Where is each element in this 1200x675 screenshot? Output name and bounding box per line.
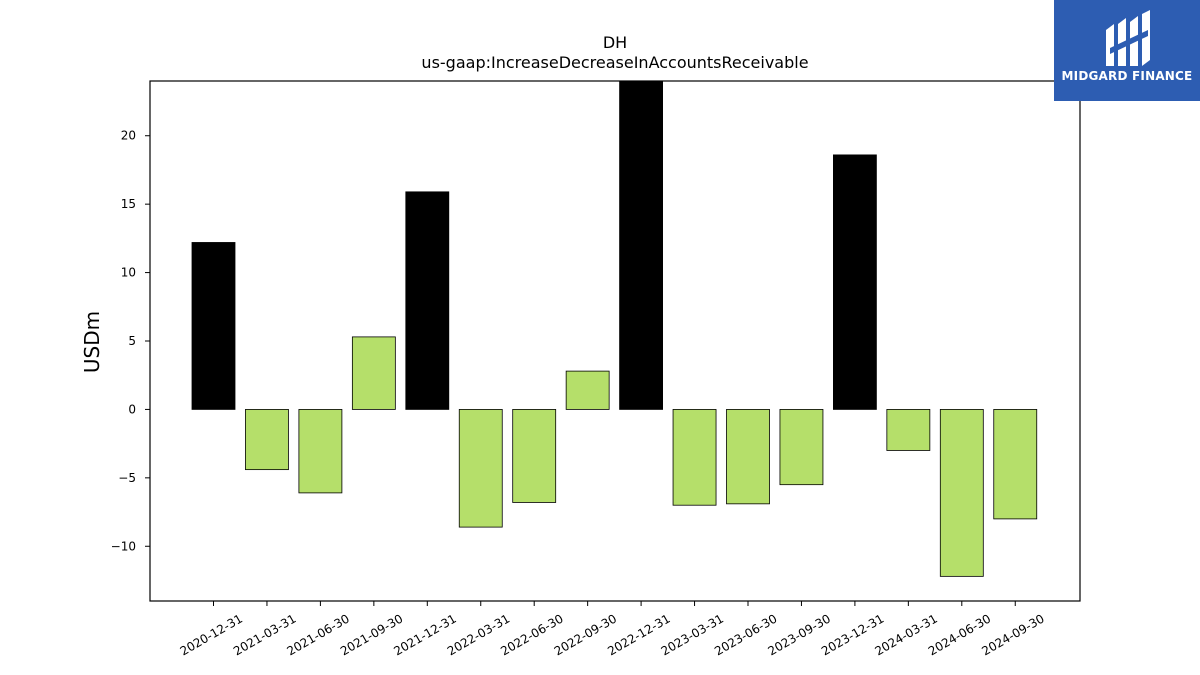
bar-2021-09-30 <box>351 336 396 410</box>
bar-2022-06-30 <box>512 409 557 503</box>
bar-2022-09-30 <box>565 370 610 410</box>
bar-2023-03-31 <box>672 409 717 506</box>
bar-2023-06-30 <box>726 409 770 505</box>
y-tick-label: −5 <box>118 471 136 485</box>
y-tick-label: 20 <box>121 129 136 143</box>
y-tick-label: 5 <box>128 334 136 348</box>
x-axis: 2020-12-312021-03-312021-06-302021-09-30… <box>178 601 1047 658</box>
y-tick-label: 15 <box>121 197 136 211</box>
y-axis-label: USDm <box>80 311 104 373</box>
chart-subtitle: us-gaap:IncreaseDecreaseInAccountsReceiv… <box>421 53 808 72</box>
y-axis: −10 −5 0 5 10 15 20 <box>111 129 150 553</box>
bar-2022-12-31 <box>619 80 663 410</box>
bar-2024-09-30 <box>993 409 1038 520</box>
bar-2022-03-31 <box>458 409 503 528</box>
y-tick-label: −10 <box>111 539 136 553</box>
midgard-logo-icon <box>1106 10 1150 66</box>
bar-2020-12-31 <box>191 242 236 410</box>
y-tick-label: 10 <box>121 266 136 280</box>
bars-group <box>191 80 1038 577</box>
bar-2024-06-30 <box>939 409 984 577</box>
bar-2023-12-31 <box>833 154 877 410</box>
midgard-finance-logo: MIDGARD FINANCE <box>1054 0 1200 101</box>
plot-frame <box>149 80 1081 602</box>
logo-text: MIDGARD FINANCE <box>1061 69 1193 83</box>
bar-2023-09-30 <box>779 409 824 486</box>
y-tick-label: 0 <box>128 402 136 416</box>
bar-2021-03-31 <box>245 409 289 471</box>
bar-2021-12-31 <box>405 191 450 410</box>
bar-2024-03-31 <box>886 409 931 451</box>
chart-title: DH <box>603 33 627 52</box>
bar-2021-06-30 <box>298 409 343 494</box>
